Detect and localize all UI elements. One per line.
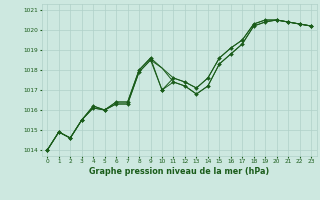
X-axis label: Graphe pression niveau de la mer (hPa): Graphe pression niveau de la mer (hPa) [89,167,269,176]
